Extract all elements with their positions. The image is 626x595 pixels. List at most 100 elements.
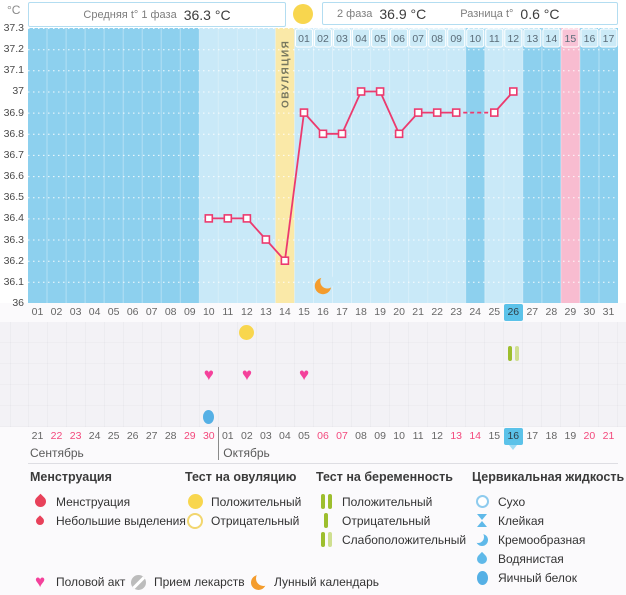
cycle-day-cell[interactable]: 13 bbox=[260, 306, 272, 318]
cycle-day-cell[interactable]: 10 bbox=[202, 306, 215, 318]
day-column[interactable] bbox=[218, 28, 238, 303]
date-cell-weekend[interactable]: 21 bbox=[602, 430, 615, 442]
date-cell-weekend[interactable]: 22 bbox=[50, 430, 63, 442]
cycle-day-cell[interactable]: 07 bbox=[145, 306, 158, 318]
day-column[interactable] bbox=[503, 28, 523, 303]
cycle-day-cell[interactable]: 28 bbox=[545, 306, 558, 318]
day-column[interactable] bbox=[351, 28, 371, 303]
cycle-day-cell[interactable]: 16 bbox=[317, 306, 329, 318]
date-cell[interactable]: 17 bbox=[526, 430, 539, 442]
temperature-point-marker[interactable] bbox=[337, 129, 347, 139]
date-cell[interactable]: 21 bbox=[31, 430, 44, 442]
date-cell-weekend[interactable]: 20 bbox=[583, 430, 596, 442]
cycle-day-cell[interactable]: 08 bbox=[164, 306, 177, 318]
date-cell-weekend[interactable]: 07 bbox=[336, 430, 348, 442]
temperature-point-marker[interactable] bbox=[413, 108, 423, 117]
day-column[interactable] bbox=[408, 28, 428, 303]
cycle-day-cell[interactable]: 03 bbox=[69, 306, 82, 318]
date-cell[interactable]: 28 bbox=[164, 430, 177, 442]
cycle-day-cell[interactable]: 04 bbox=[88, 306, 101, 318]
day-column[interactable] bbox=[199, 28, 219, 303]
date-cell[interactable]: 02 bbox=[241, 430, 253, 442]
day-column[interactable] bbox=[256, 28, 276, 303]
date-cell[interactable]: 12 bbox=[431, 430, 444, 442]
date-cell[interactable]: 10 bbox=[393, 430, 405, 442]
date-cell[interactable]: 05 bbox=[298, 430, 310, 442]
temperature-point-marker[interactable] bbox=[375, 87, 385, 96]
cycle-day-cell[interactable]: 12 bbox=[241, 306, 253, 318]
cycle-day-cell[interactable]: 27 bbox=[526, 306, 539, 318]
cycle-day-cell[interactable]: 11 bbox=[222, 306, 234, 318]
intercourse-row-event[interactable]: ♥ bbox=[295, 364, 314, 385]
date-cell[interactable]: 09 bbox=[374, 430, 386, 442]
cycle-day-cell[interactable]: 18 bbox=[355, 306, 367, 318]
date-cell-weekend[interactable]: 06 bbox=[317, 430, 329, 442]
cycle-day-cell[interactable]: 05 bbox=[107, 306, 120, 318]
cycle-day-cell[interactable]: 21 bbox=[412, 306, 424, 318]
day-column[interactable] bbox=[332, 28, 352, 303]
date-cell[interactable]: 15 bbox=[488, 430, 501, 442]
day-column[interactable] bbox=[389, 28, 409, 303]
cycle-day-cell[interactable]: 31 bbox=[602, 306, 615, 318]
temperature-point-marker[interactable] bbox=[508, 87, 518, 96]
cycle-day-cell[interactable]: 01 bbox=[31, 306, 44, 318]
date-cell[interactable]: 11 bbox=[412, 430, 424, 442]
cycle-day-cell[interactable]: 30 bbox=[583, 306, 596, 318]
cycle-day-cell-today[interactable]: 26 bbox=[503, 304, 523, 321]
date-cell-weekend[interactable]: 14 bbox=[469, 430, 482, 442]
temperature-point-marker[interactable] bbox=[318, 129, 328, 139]
date-cell[interactable]: 25 bbox=[107, 430, 120, 442]
date-cell[interactable]: 03 bbox=[260, 430, 272, 442]
day-column[interactable] bbox=[446, 28, 466, 303]
date-cell[interactable]: 26 bbox=[126, 430, 139, 442]
cycle-day-cell[interactable]: 29 bbox=[564, 306, 577, 318]
cycle-day-cell[interactable]: 25 bbox=[488, 306, 501, 318]
day-column[interactable] bbox=[560, 28, 580, 303]
pregnancy-test-row-event[interactable] bbox=[504, 343, 523, 364]
temperature-point-marker[interactable] bbox=[261, 235, 271, 244]
date-cell-today[interactable]: 16 bbox=[503, 428, 523, 450]
temperature-point-marker[interactable] bbox=[394, 129, 404, 139]
cycle-day-cell[interactable]: 14 bbox=[279, 306, 291, 318]
date-cell[interactable]: 24 bbox=[88, 430, 101, 442]
date-cell[interactable]: 04 bbox=[279, 430, 291, 442]
day-column[interactable] bbox=[484, 28, 504, 303]
day-column[interactable] bbox=[294, 28, 314, 303]
cycle-day-cell[interactable]: 17 bbox=[336, 306, 348, 318]
temperature-point-marker[interactable] bbox=[432, 108, 442, 117]
cycle-day-cell[interactable]: 02 bbox=[50, 306, 63, 318]
cycle-day-cell[interactable]: 19 bbox=[374, 306, 386, 318]
date-cell[interactable]: 08 bbox=[355, 430, 367, 442]
day-column[interactable] bbox=[237, 28, 257, 303]
date-cell[interactable]: 27 bbox=[145, 430, 158, 442]
intercourse-row-event[interactable]: ♥ bbox=[237, 364, 256, 385]
day-column[interactable] bbox=[427, 28, 447, 303]
temperature-point-marker[interactable] bbox=[299, 108, 309, 117]
cycle-day-cell[interactable]: 22 bbox=[431, 306, 444, 318]
cycle-day-cell[interactable]: 20 bbox=[393, 306, 405, 318]
date-cell-weekend[interactable]: 29 bbox=[183, 430, 196, 442]
day-column[interactable] bbox=[275, 28, 295, 303]
day-column[interactable] bbox=[370, 28, 390, 303]
date-cell-weekend[interactable]: 30 bbox=[202, 430, 215, 442]
ovulation-test-row-event[interactable] bbox=[237, 322, 256, 343]
temperature-point-marker[interactable] bbox=[451, 108, 461, 117]
cycle-day-cell[interactable]: 24 bbox=[469, 306, 482, 318]
temperature-point-marker[interactable] bbox=[204, 214, 214, 223]
day-column[interactable] bbox=[313, 28, 333, 303]
cycle-day-cell[interactable]: 06 bbox=[126, 306, 139, 318]
temperature-point-marker[interactable] bbox=[223, 214, 233, 223]
temperature-point-marker[interactable] bbox=[242, 214, 252, 223]
cervical-fluid-row-event[interactable] bbox=[199, 406, 218, 427]
date-cell[interactable]: 19 bbox=[564, 430, 577, 442]
cycle-day-cell[interactable]: 09 bbox=[183, 306, 196, 318]
date-cell-weekend[interactable]: 13 bbox=[450, 430, 463, 442]
temperature-point-marker[interactable] bbox=[280, 256, 290, 265]
date-cell[interactable]: 18 bbox=[545, 430, 558, 442]
date-cell-weekend[interactable]: 23 bbox=[69, 430, 82, 442]
temperature-point-marker[interactable] bbox=[356, 87, 366, 96]
temperature-point-marker[interactable] bbox=[489, 108, 499, 117]
cycle-day-cell[interactable]: 15 bbox=[298, 306, 310, 318]
intercourse-row-event[interactable]: ♥ bbox=[199, 364, 218, 385]
cycle-day-cell[interactable]: 23 bbox=[450, 306, 463, 318]
